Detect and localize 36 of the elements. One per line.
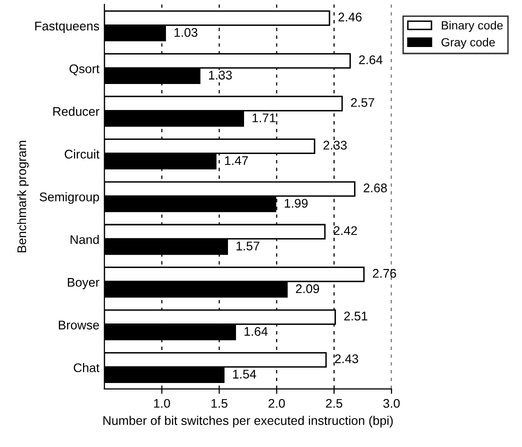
data-label: 1.47 — [225, 156, 248, 165]
y-tick-label: Qsort — [70, 64, 100, 76]
data-label: 1.33 — [209, 70, 232, 80]
data-label: 1.64 — [244, 327, 268, 336]
data-label: 2.68 — [364, 183, 387, 192]
data-label: 2.64 — [359, 55, 382, 64]
x-axis-title: Number of bit switches per executed instruction (bpi) — [103, 416, 393, 428]
data-label: 2.46 — [338, 12, 362, 22]
data-label: 2.43 — [335, 354, 358, 364]
data-label: 1.71 — [252, 114, 276, 122]
y-tick-label: Nand — [70, 234, 99, 244]
data-label: 1.57 — [236, 242, 260, 250]
legend-label: Gray code — [442, 38, 495, 49]
data-label: 2.57 — [351, 98, 374, 107]
x-tick-label: 1.0 — [154, 398, 170, 408]
y-tick-label: Semigroup — [40, 192, 100, 204]
legend-label: Binary code — [442, 20, 503, 32]
y-tick-label: Circuit — [64, 149, 100, 159]
y-axis-title: Benchmark program — [17, 140, 29, 252]
y-tick-label: Reducer — [53, 106, 100, 116]
y-tick-label: Fastqueens — [35, 22, 100, 33]
data-label: 2.51 — [344, 312, 368, 320]
data-label: 2.76 — [372, 268, 396, 278]
x-tick-label: 1.5 — [212, 399, 228, 408]
y-tick-label: Boyer — [68, 278, 100, 290]
data-label: 2.09 — [296, 284, 320, 294]
data-label: 1.99 — [284, 198, 308, 208]
data-label: 2.33 — [324, 140, 347, 150]
data-label: 1.03 — [174, 28, 198, 37]
x-tick-label: 2.5 — [326, 398, 342, 408]
x-tick-label: 3.0 — [383, 398, 400, 408]
data-label: 2.42 — [334, 226, 357, 235]
y-tick-label: Chat — [74, 363, 100, 372]
data-label: 1.54 — [233, 370, 256, 379]
y-tick-label: Browse — [58, 320, 99, 330]
x-tick-label: 2.0 — [268, 398, 285, 408]
